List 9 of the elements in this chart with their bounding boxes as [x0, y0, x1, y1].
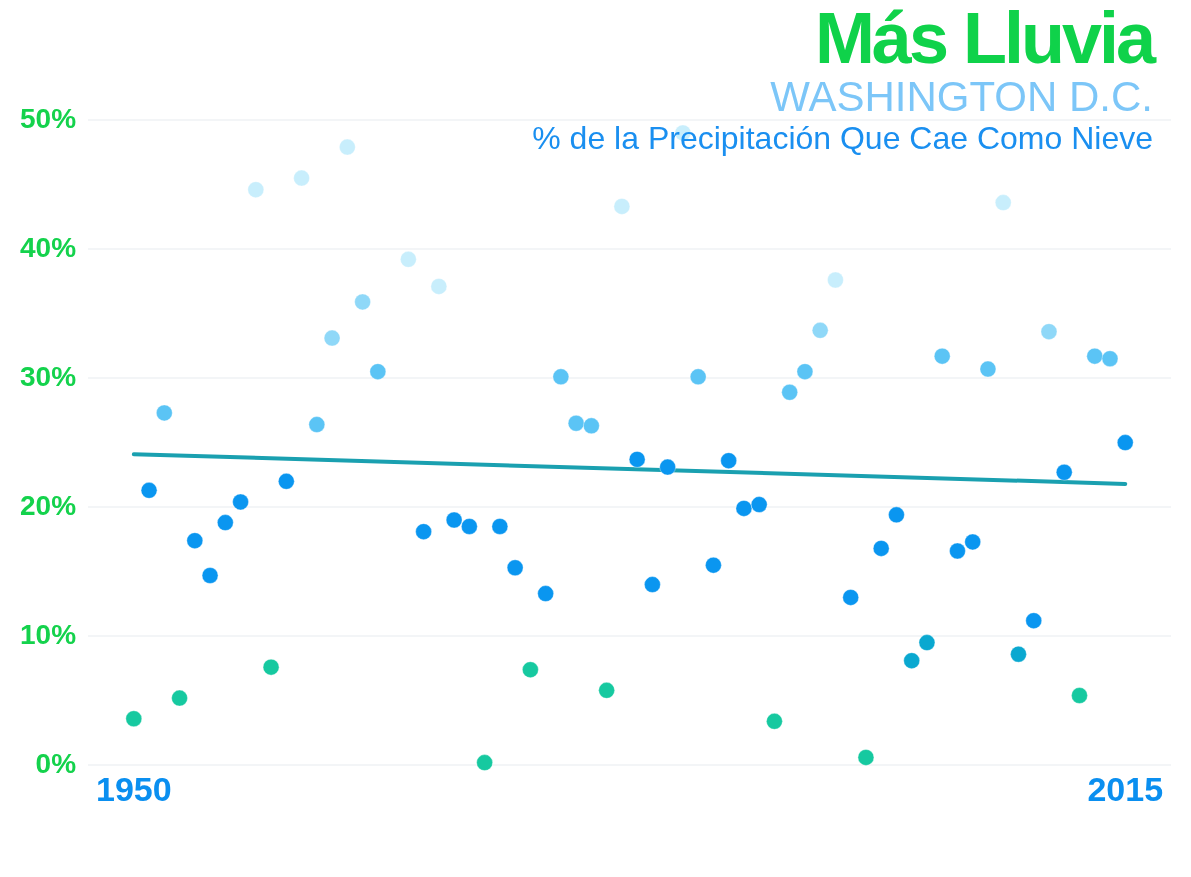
- y-tick-label: 20%: [19, 489, 77, 521]
- y-axis-title: % de la Precipitación Que Cae Como Nieve: [532, 120, 1153, 156]
- x-tick-label: 2015: [1087, 769, 1164, 808]
- y-tick-label: 10%: [19, 618, 77, 650]
- y-tick-label: 40%: [19, 231, 77, 263]
- y-tick-label: 0%: [35, 747, 77, 779]
- y-tick-label: 30%: [19, 360, 77, 392]
- y-tick-label: 50%: [19, 102, 77, 134]
- x-tick-label: 1950: [95, 769, 172, 808]
